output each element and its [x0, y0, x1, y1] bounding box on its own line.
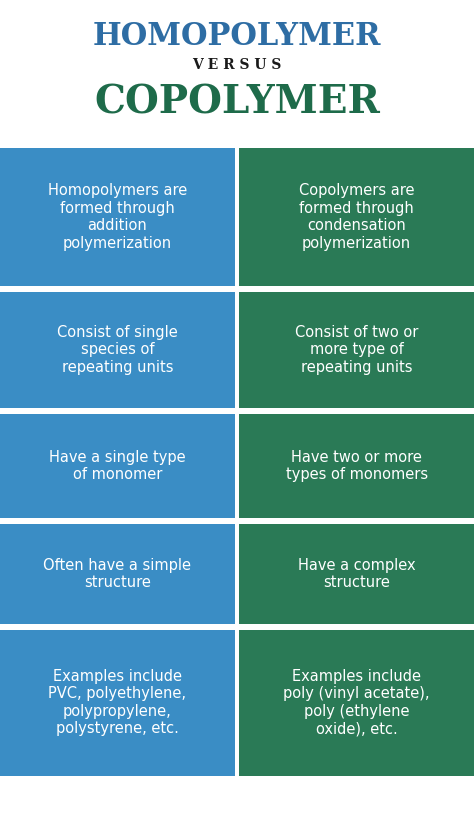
Text: Consist of two or
more type of
repeating units: Consist of two or more type of repeating… [295, 325, 419, 375]
Text: Have a single type
of monomer: Have a single type of monomer [49, 450, 186, 482]
Bar [0, 148, 235, 286]
Text: Have two or more
types of monomers: Have two or more types of monomers [286, 450, 428, 482]
Bar [239, 414, 474, 518]
Bar [239, 524, 474, 624]
Text: Pediaa.com: Pediaa.com [319, 787, 394, 800]
Bar [0, 292, 235, 408]
Bar [0, 524, 235, 624]
Text: Often have a simple
structure: Often have a simple structure [43, 558, 191, 590]
Text: V E R S U S: V E R S U S [192, 58, 282, 72]
Bar [239, 630, 474, 776]
Text: COPOLYMER: COPOLYMER [94, 83, 380, 122]
Text: HOMOPOLYMER: HOMOPOLYMER [93, 21, 381, 52]
Bar [0, 630, 235, 776]
Text: Have a complex
structure: Have a complex structure [298, 558, 416, 590]
Text: Examples include
PVC, polyethylene,
polypropylene,
polystyrene, etc.: Examples include PVC, polyethylene, poly… [48, 669, 186, 736]
Bar [239, 292, 474, 408]
Bar [0, 414, 235, 518]
Text: Consist of single
species of
repeating units: Consist of single species of repeating u… [57, 325, 178, 375]
Text: Copolymers are
formed through
condensation
polymerization: Copolymers are formed through condensati… [299, 183, 414, 251]
Text: Homopolymers are
formed through
addition
polymerization: Homopolymers are formed through addition… [48, 183, 187, 251]
Bar [239, 148, 474, 286]
Text: Examples include
poly (vinyl acetate),
poly (ethylene
oxide), etc.: Examples include poly (vinyl acetate), p… [283, 669, 430, 736]
